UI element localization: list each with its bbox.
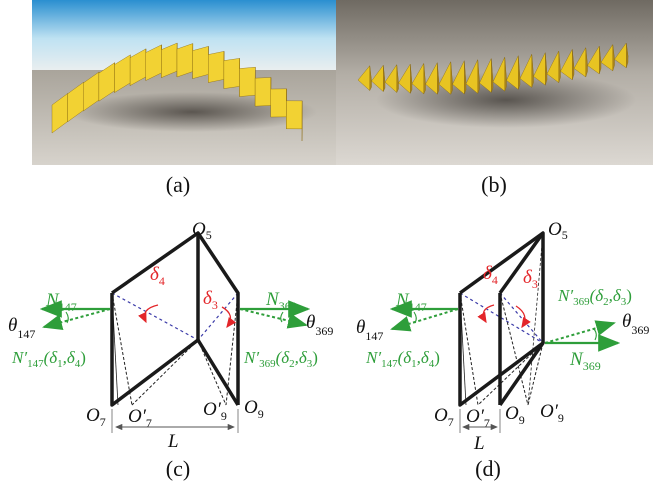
svg-text:θ369: θ369 (306, 312, 333, 338)
label-d-o9-prime: O′ (540, 401, 559, 422)
label-c-n369-prime: N′369(δ2,δ3) (243, 348, 318, 370)
svg-text:O5: O5 (192, 219, 212, 242)
label-c-n147-prime: N′147(δ1,δ4) (11, 348, 86, 370)
svg-text:δ3: δ3 (203, 288, 218, 312)
svg-text:O7: O7 (86, 405, 106, 429)
svg-text:θ147: θ147 (356, 317, 383, 343)
label-d-o7: O (434, 405, 448, 426)
caption-a: (a) (165, 172, 191, 197)
saddle-b-folds (357, 42, 629, 95)
label-c-o9-prime: O′ (203, 399, 222, 420)
label-d-n369: N (569, 349, 584, 370)
label-c-theta147: θ (8, 315, 17, 336)
svg-text:O′9: O′9 (540, 401, 564, 425)
diagram-c: O5 O7 O9 O′7 O′9 δ4 δ3 N147 N369 θ147 θ3… (8, 219, 333, 452)
svg-text:N147: N147 (395, 290, 427, 314)
arch-a-folds (51, 42, 303, 142)
svg-text:N369: N369 (265, 289, 297, 313)
fold-geometry-diagrams: O5 O7 O9 O′7 O′9 δ4 δ3 N147 N369 θ147 θ3… (8, 219, 649, 454)
label-c-o7: O (86, 405, 100, 426)
svg-text:θ147: θ147 (8, 315, 35, 341)
label-c-o5: O (192, 219, 206, 240)
caption-b: (b) (481, 172, 507, 197)
photo-b-saddle-folded-sheet (336, 0, 653, 165)
svg-text:N369: N369 (569, 349, 601, 373)
svg-text:O′7: O′7 (128, 406, 152, 430)
label-d-delta4: δ (483, 263, 493, 284)
svg-text:N147: N147 (45, 290, 77, 314)
svg-text:O′9: O′9 (203, 399, 227, 423)
label-d-theta147: θ (356, 317, 365, 338)
label-d-o7-prime: O′ (466, 406, 485, 427)
label-c-length: L (167, 431, 179, 452)
svg-text:O′7: O′7 (466, 406, 490, 430)
label-d-o5: O (548, 219, 562, 240)
svg-text:δ4: δ4 (483, 263, 498, 287)
svg-text:O9: O9 (505, 403, 525, 427)
label-d-o9: O (505, 403, 519, 424)
photo-a-arched-folded-sheet (32, 0, 349, 165)
label-d-delta3: δ (523, 267, 533, 288)
label-d-n147: N (395, 290, 410, 311)
label-d-theta369: θ (622, 311, 631, 332)
svg-text:O5: O5 (548, 219, 568, 242)
svg-text:δ3: δ3 (523, 267, 538, 291)
diagram-d: O5 O7 O9 O′7 O′9 δ4 δ3 N147 N369 θ147 θ3… (356, 219, 649, 454)
label-d-length: L (473, 433, 485, 454)
label-d-n369-prime: N′369(δ2,δ3) (557, 286, 632, 308)
label-c-n369: N (265, 289, 280, 310)
label-c-o9: O (244, 397, 258, 418)
caption-d: (d) (475, 456, 501, 481)
caption-c: (c) (165, 456, 191, 481)
svg-text:O9: O9 (244, 397, 264, 421)
label-c-n147: N (45, 290, 60, 311)
label-d-n147-prime: N′147(δ1,δ4) (365, 348, 440, 370)
label-c-delta4: δ (150, 264, 160, 285)
label-c-theta369: θ (306, 312, 315, 333)
label-c-delta3: δ (203, 288, 213, 309)
svg-text:O7: O7 (434, 405, 454, 429)
label-c-o7-prime: O′ (128, 406, 147, 427)
svg-text:δ4: δ4 (150, 264, 165, 288)
svg-text:θ369: θ369 (622, 311, 649, 337)
